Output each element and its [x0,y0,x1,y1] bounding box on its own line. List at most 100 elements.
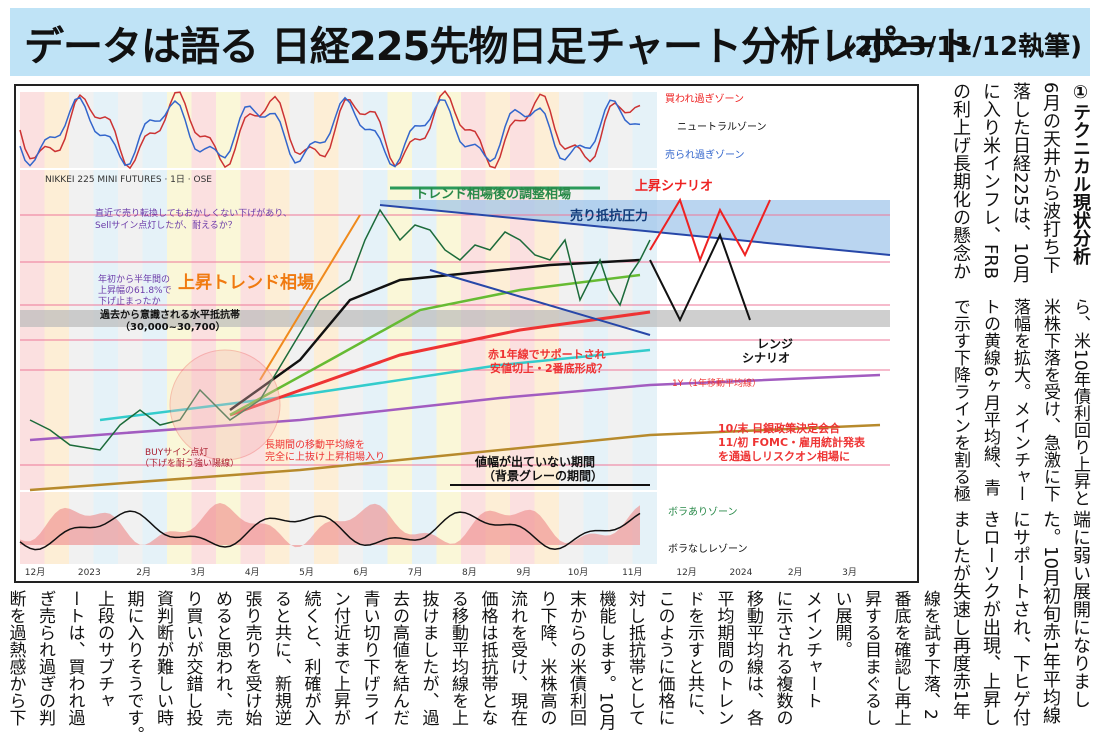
article-line: ン付近まで上昇が [330,590,350,726]
band [510,92,535,168]
article-line: ましたが失速し再度赤1年 [950,510,971,720]
article-line: にサポートされ、下ヒゲ付 [1010,510,1031,726]
article-line: 価格は抵抗帯とな [477,590,498,726]
x-label: 11月 [622,567,642,578]
article-line: 抜けましたが、過 [418,590,439,726]
band [142,170,167,490]
bands [20,92,657,564]
annotation: 上昇幅の61.8%で [98,284,172,296]
article-line: ぎ売られ過ぎの判 [35,590,55,726]
article-heading: ①テクニカル現状分析 [1070,82,1091,265]
article-line: 流れを受け、現在 [507,590,527,726]
band [436,170,461,490]
band [338,170,363,490]
x-label: 3月 [842,567,857,578]
article-line: 去の高値を結んだ [389,590,409,726]
band [20,170,45,490]
buy-circle [169,349,281,461]
osc-label: ニュートラルゾーン [677,121,767,133]
x-label: 9月 [516,567,531,578]
annotation: 11/初 FOMC・雇用統計発表 [718,435,866,449]
price [29,208,651,451]
x-label: 10月 [568,567,588,578]
annotation: 10/末 日銀政策決定会合 [718,421,841,435]
x-label: 12月 [25,567,45,578]
article-line: ドを示すと共に、 [684,590,704,726]
annotation: 上昇シナリオ [635,179,713,194]
band [142,492,167,564]
band [485,92,510,168]
article-line: 機能します。10月 [595,590,616,731]
down-line [379,204,891,256]
article-line: 落幅を拡大。メインチャー [1010,298,1030,502]
band [142,92,167,168]
band [559,92,584,168]
band [387,92,412,168]
annotation: シナリオ [742,351,790,365]
article-block: 線を試す下落、2 番底を確認し再上 昇する目まぐるし い展開。 メインチャート に示される… [0,590,944,743]
band [167,492,192,564]
article-block: 端に弱い展開になりまし た。10月初旬赤1年平均線 にサポートされ、下ヒゲ付 きローソ… [945,510,1095,735]
title-bar: データは語る 日経225先物日足チャート分析レポート (2023/11/12執筆… [10,8,1090,76]
x-label: 8月 [462,567,477,578]
band [44,92,69,168]
band [461,170,486,490]
article-block: ①テクニカル現状分析 [1065,82,1095,292]
article-line: ートは、買われ過 [64,590,85,726]
article-line: た。10月初旬赤1年平均線 [1040,510,1061,725]
article-line: 対し抵抗帯として [625,590,645,726]
article-line: 昇する目まぐるし [861,590,881,726]
band [534,170,559,490]
x-label: 2月 [136,567,151,578]
range-scenario-path [649,232,751,323]
volatility-line [19,510,641,551]
band [20,92,45,168]
vol-label: ボラありゾーン [668,506,738,518]
annotation: 過去から意識される水平抵抗帯 [99,308,240,321]
vol-label: ボラなしレゾーン [668,543,748,555]
band [216,170,241,490]
annotation: トレンド相場後の調整相場 [415,186,571,202]
article-line: 末からの米債利回 [566,590,586,726]
band [436,492,461,564]
x-label: 12月 [676,567,696,578]
band [412,492,437,564]
annotation: レンジ [757,337,793,351]
annotation: 1Y（1年移動平均線） [672,377,761,389]
annotations: トレンド相場後の調整相場 上昇シナリオ売り抵抗圧力上昇トレンド相場過去から意識され… [25,92,866,578]
annotation: Sellサイン点灯したが、耐えるか？ [95,219,237,231]
resistance-band [20,310,890,327]
article-line: に入り米インフレ、FRB [980,82,1001,280]
x-label: 4月 [245,567,260,578]
band [632,92,657,168]
annotation: 上昇トレンド相場 [178,272,314,293]
band [583,92,608,168]
band [583,492,608,564]
article-line: 期に入りそうです。 [123,590,144,743]
article-line: ると共に、新規逆 [271,590,291,726]
date: (2023/11/12執筆) [842,32,1083,62]
article-line: 線を試す下落、2 [920,590,940,720]
title: データは語る 日経225先物日足チャート分析レポート [24,24,976,70]
article-line: このように価格に [654,590,675,726]
annotation: 年初から半年間の [98,273,170,285]
article-line: る移動平均線を上 [448,590,468,726]
band [265,170,290,490]
chart-source: NIKKEI 225 MINI FUTURES · 1日 · OSE [45,174,212,185]
article-line: 平均期間のトレン [713,590,734,726]
band [289,492,314,564]
x-label: 3月 [191,567,206,578]
article-line: 移動平均線は、各 [743,590,763,726]
x-label: 2023 [78,568,101,578]
annotation: 値幅が出ていない期間 [474,454,595,469]
band [118,170,143,490]
article-line: 端に弱い展開になりまし [1070,510,1091,708]
article-block: ら、米10年債利回り上昇と 米株下落を受け、急激に下 落幅を拡大。メインチャー トの黄… [945,298,1095,507]
annotation: （30,000~30,700） [120,320,226,333]
annotation: 安値切上・2番底形成？ [490,361,608,375]
band [191,170,216,490]
band [436,92,461,168]
article-line: の利上げ長期化の懸念か [950,82,971,280]
article-line: に示される複数の [772,590,793,726]
